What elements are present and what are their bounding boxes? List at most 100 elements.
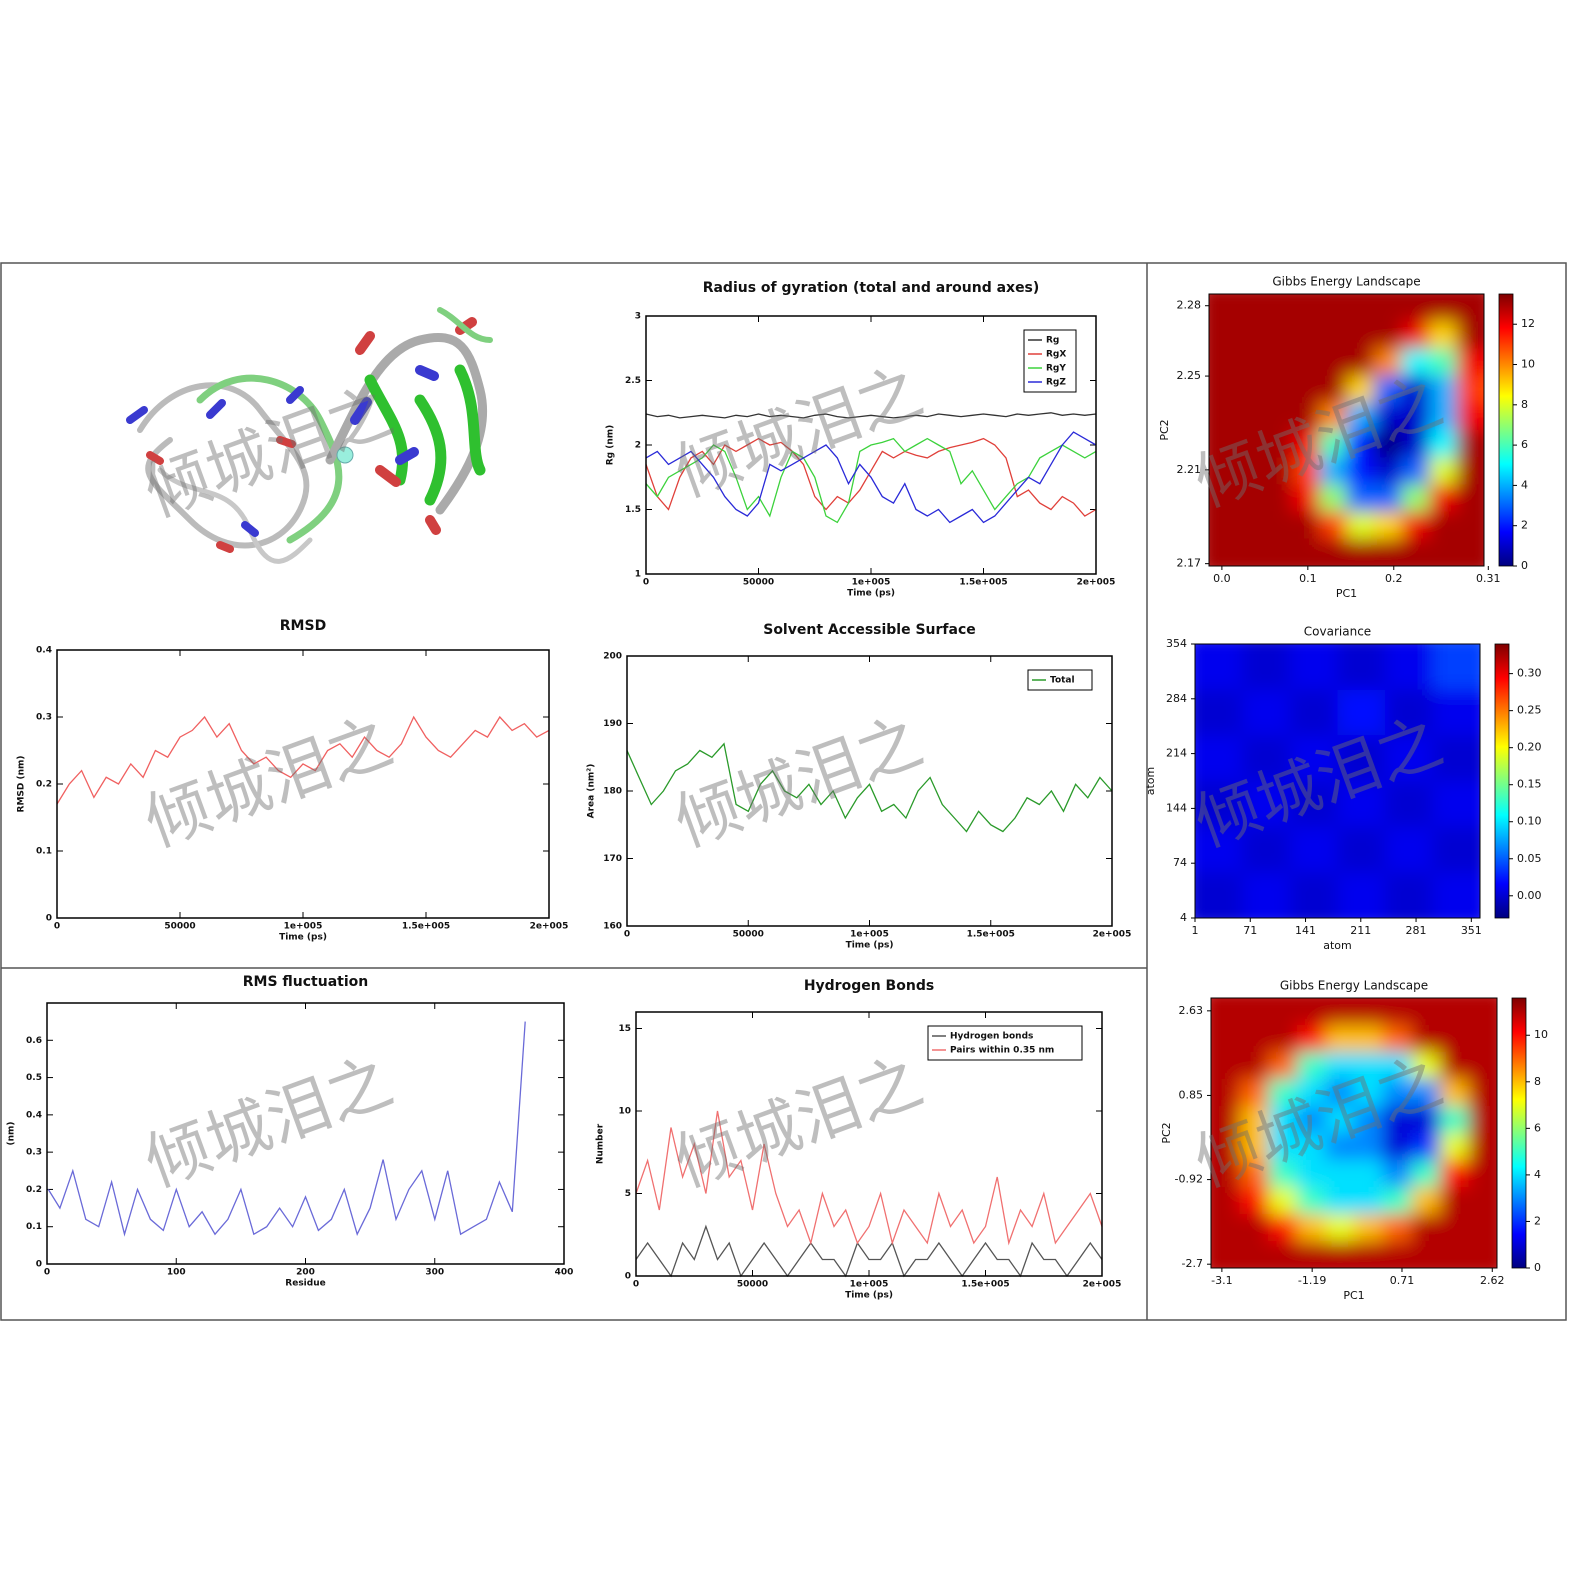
heatmap-cell [1346, 511, 1375, 540]
heatmap-cell [1291, 484, 1320, 513]
x-tick-label: -3.1 [1211, 1274, 1232, 1287]
heatmap-cell [1209, 538, 1237, 566]
heatmap-cell [1264, 484, 1292, 513]
x-tick-label: 50000 [737, 1280, 768, 1290]
heatmap-cell [1291, 375, 1320, 404]
heatmap-cell [1236, 430, 1265, 458]
y-tick-label: 284 [1166, 692, 1187, 705]
heatmap-cell [1211, 1160, 1241, 1188]
x-tick-label: 100 [167, 1268, 186, 1278]
heatmap-cell [1290, 826, 1338, 873]
heatmap-cell [1325, 1133, 1355, 1161]
heatmap-cell [1209, 430, 1237, 458]
x-tick-label: 400 [555, 1268, 574, 1278]
heatmap-cell [1296, 1187, 1326, 1215]
heatmap-cell [1236, 402, 1265, 431]
x-axis-label: atom [1323, 939, 1352, 952]
colorbar-tick-label: 8 [1534, 1075, 1541, 1088]
heatmap-cell [1290, 644, 1338, 691]
heatmap-cell [1429, 402, 1457, 431]
heatmap-cell [1411, 1052, 1441, 1080]
y-axis-label: atom [1144, 767, 1157, 796]
x-tick-label: 2e+005 [1093, 930, 1132, 940]
heatmap-cell [1429, 457, 1457, 485]
heatmap-cell [1296, 1160, 1326, 1188]
heatmap-cell [1374, 511, 1402, 540]
chart-title: Radius of gyration (total and around axe… [703, 280, 1040, 296]
heatmap-cell [1429, 538, 1457, 566]
colorbar-tick-label: 8 [1521, 398, 1528, 411]
legend-label: Pairs within 0.35 nm [950, 1046, 1054, 1056]
heatmap-cell [1354, 1025, 1384, 1053]
heatmap-cell [1401, 321, 1430, 349]
heatmap-cell [1337, 735, 1386, 782]
heatmap-cell [1411, 1160, 1441, 1188]
heatmap-cell [1374, 430, 1402, 458]
heatmap [1211, 998, 1497, 1268]
x-tick-label: 0 [54, 922, 60, 932]
heatmap-cell [1209, 321, 1237, 349]
heatmap-cell [1374, 294, 1402, 322]
ligand [336, 446, 354, 464]
heatmap-cell [1374, 375, 1402, 404]
legend-label: Total [1050, 676, 1075, 686]
x-tick-label: 200 [296, 1268, 315, 1278]
colorbar-tick-label: 10 [1534, 1028, 1548, 1041]
y-tick-label: 3 [635, 312, 641, 322]
heatmap-cell [1319, 511, 1347, 540]
protein-structure [126, 307, 493, 564]
heatmap-cell [1354, 998, 1384, 1026]
heatmap-cell [1468, 1187, 1497, 1215]
heatmap-cell [1401, 538, 1430, 566]
x-tick-label: 1e+005 [284, 922, 323, 932]
colorbar-tick-label: 2 [1521, 519, 1528, 532]
heatmap-cell [1209, 511, 1237, 540]
heatmap-cell [1468, 1133, 1497, 1161]
chart: Solvent Accessible Surface 0 50000 1e+005 1.… [587, 622, 1132, 951]
watermark: 倾城泪之 [136, 1044, 402, 1201]
protein-ribbon [350, 365, 439, 465]
heatmap-cell [1209, 457, 1237, 485]
heatmap-cell [1211, 1079, 1241, 1107]
heatmap-cell [1239, 1106, 1269, 1134]
heatmap-cell [1211, 1052, 1241, 1080]
colorbar-tick-label: 6 [1521, 438, 1528, 451]
heatmap-cell [1374, 321, 1402, 349]
heatmap-cell [1195, 689, 1243, 736]
heatmap-cell [1239, 1079, 1269, 1107]
heatmap-cell [1319, 321, 1347, 349]
plot-frame [626, 655, 1113, 927]
heatmap-cell [1291, 511, 1320, 540]
x-tick-label: 1.5e+005 [402, 922, 450, 932]
heatmap-cell [1319, 348, 1347, 377]
heatmap-cell [1296, 1133, 1326, 1161]
y-tick-label: 0.3 [26, 1148, 42, 1158]
heatmap-cell [1354, 1133, 1384, 1161]
heatmap-cell [1456, 348, 1484, 377]
heatmap-cell [1385, 735, 1433, 782]
plot-frame [645, 315, 1097, 575]
heatmap-cell [1319, 294, 1347, 322]
heatmap-cell [1195, 644, 1243, 691]
heatmap-cell [1382, 998, 1412, 1026]
x-tick-label: 2.62 [1480, 1274, 1505, 1287]
heatmap-cell [1290, 781, 1338, 828]
heatmap-cell [1325, 1187, 1355, 1215]
heatmap-cell [1439, 1106, 1469, 1134]
heatmap-cell [1439, 1187, 1469, 1215]
heatmap-cell [1432, 689, 1480, 736]
heatmap-cell [1411, 998, 1441, 1026]
y-tick-label: 0.2 [26, 1185, 42, 1195]
heatmap-cell [1325, 1079, 1355, 1107]
heatmap-cell [1374, 538, 1402, 566]
heatmap-cell [1456, 430, 1484, 458]
heatmap-cell [1325, 1160, 1355, 1188]
heatmap-cell [1468, 1106, 1497, 1134]
heatmap-cell [1264, 402, 1292, 431]
series-line [635, 1110, 1103, 1246]
heatmap-cell [1296, 1025, 1326, 1053]
heatmap-cell [1468, 1214, 1497, 1242]
heatmap-cell [1439, 1079, 1469, 1107]
chart-title: Gibbs Energy Landscape [1280, 979, 1428, 993]
y-tick-label: 0.85 [1179, 1088, 1204, 1101]
